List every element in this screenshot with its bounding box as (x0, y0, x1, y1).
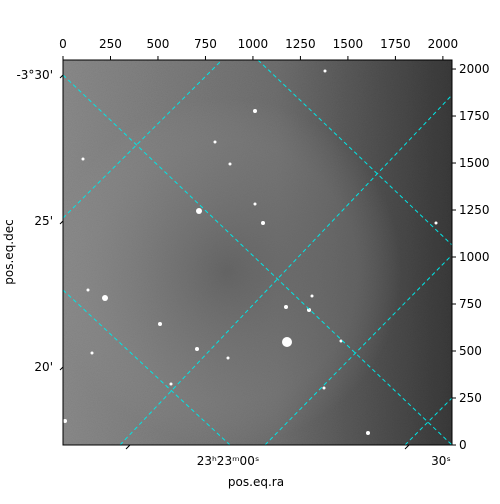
y-tick-label: 500 (459, 344, 482, 358)
dec-tick (59, 220, 64, 225)
y-tick-label: 0 (459, 438, 467, 452)
dec-tick (59, 74, 64, 79)
ra-tick (404, 444, 410, 450)
x-tick-label: 1000 (238, 37, 269, 51)
coordinate-grid (63, 60, 452, 445)
y-tick-label: 1750 (459, 109, 490, 123)
x-tick-label: 750 (194, 37, 217, 51)
dec-tick (59, 366, 64, 371)
x-tick-label: 0 (59, 37, 67, 51)
y-tick-label: 2000 (459, 62, 490, 76)
plot-frame (62, 59, 453, 446)
ra-tick (125, 444, 131, 450)
y-tick-label: 1500 (459, 156, 490, 170)
dec-tick-label: 20' (34, 360, 53, 374)
dec-tick-label: -3°30' (16, 68, 53, 82)
stars (63, 69, 438, 435)
x-tick-label: 500 (147, 37, 170, 51)
y-tick-label: 250 (459, 391, 482, 405)
x-tick-label: 2000 (428, 37, 459, 51)
dec-tick-label: 25' (34, 214, 53, 228)
y-tick-label: 1250 (459, 203, 490, 217)
x-tick-label: 1500 (333, 37, 364, 51)
x-axis-label: pos.eq.ra (228, 475, 284, 489)
x-tick-label: 250 (99, 37, 122, 51)
y-tick-label: 1000 (459, 250, 490, 264)
ra-tick-label: 30ˢ (431, 454, 451, 468)
y-axis-label: pos.eq.dec (2, 219, 16, 284)
ra-tick-label: 23ʰ23ᵐ00ˢ (197, 454, 260, 468)
sky-image (63, 60, 452, 445)
x-tick-label: 1750 (380, 37, 411, 51)
x-tick-label: 1250 (285, 37, 316, 51)
y-tick-label: 750 (459, 297, 482, 311)
